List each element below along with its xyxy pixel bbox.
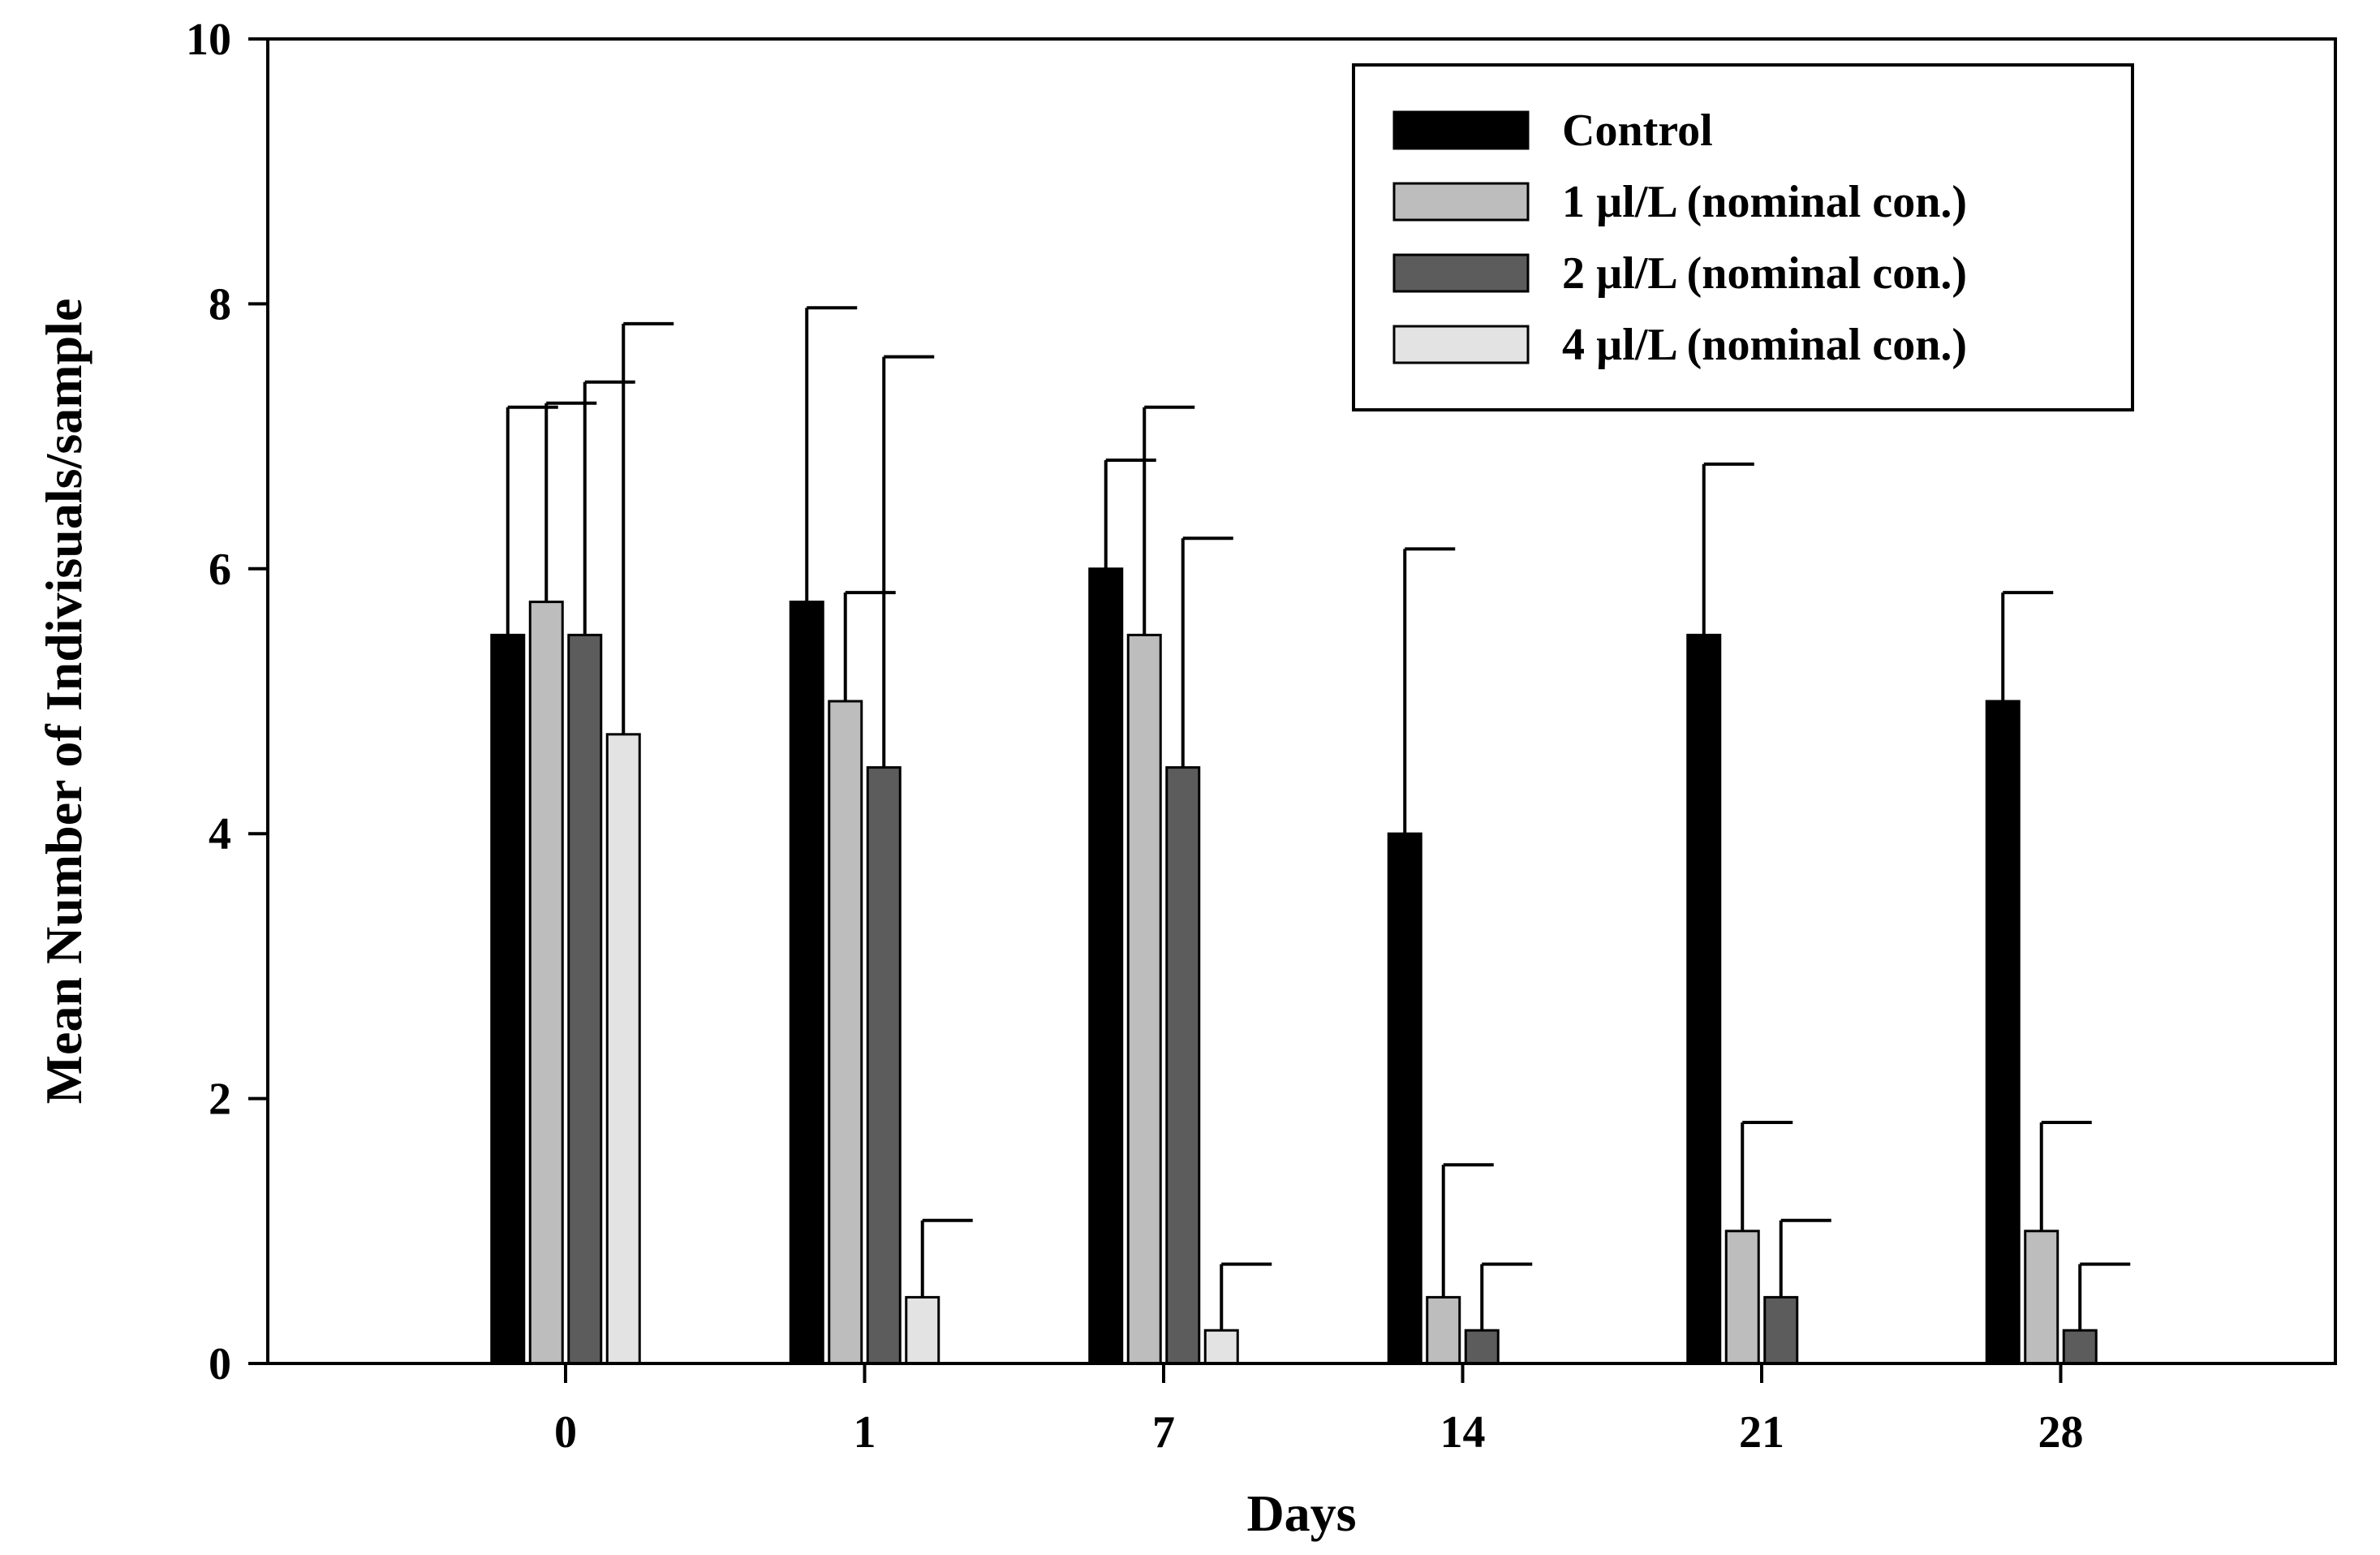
bar-control-day-28 [1985, 700, 2021, 1365]
x-tick-label: 14 [1440, 1407, 1486, 1458]
y-tick-label: 10 [186, 15, 231, 65]
bar-1-day-21 [1724, 1230, 1760, 1365]
y-tick-label: 4 [209, 809, 231, 859]
legend-label: 2 µl/L (nominal con.) [1562, 248, 1967, 299]
y-tick-label: 2 [209, 1075, 231, 1125]
bar-1-day-1 [828, 700, 863, 1365]
y-tick-label: 6 [209, 545, 231, 595]
bar-2-day-1 [866, 766, 902, 1365]
legend-label: 1 µl/L (nominal con.) [1562, 177, 1967, 227]
x-tick-label: 0 [554, 1407, 577, 1458]
legend-swatch [1392, 110, 1530, 150]
axes-layer: 0 1 7 14 21 28 0 2 4 6 8 10 [186, 15, 2337, 1458]
bars-layer [490, 306, 2131, 1365]
legend-label: 4 µl/L (nominal con.) [1562, 320, 1967, 370]
bar-1-day-14 [1426, 1295, 1461, 1365]
legend-swatch [1392, 253, 1530, 293]
x-tick-label: 28 [2038, 1407, 2084, 1458]
bar-1-day-0 [528, 601, 564, 1365]
x-tick-label: 7 [1152, 1407, 1175, 1458]
y-axis-title: Mean Number of Indivisuals/sample [35, 299, 93, 1105]
bar-control-day-1 [789, 601, 824, 1365]
legend: Control 1 µl/L (nominal con.) 2 µl/L (nomi… [1352, 63, 2134, 411]
x-tick-label: 1 [854, 1407, 876, 1458]
bar-control-day-14 [1387, 832, 1422, 1365]
bar-4-day-0 [605, 733, 641, 1365]
bar-4-day-1 [905, 1295, 940, 1365]
bar-2-day-0 [567, 633, 603, 1365]
x-axis-title: Days [1246, 1484, 1356, 1542]
bar-control-day-0 [490, 633, 526, 1365]
legend-swatch [1392, 325, 1530, 364]
bar-2-day-21 [1763, 1295, 1799, 1365]
bar-1-day-7 [1126, 633, 1162, 1365]
plot-frame [266, 37, 2337, 1365]
y-tick-label: 0 [209, 1339, 231, 1389]
x-tick-label: 21 [1739, 1407, 1784, 1458]
bar-control-day-21 [1686, 633, 1722, 1365]
legend-swatch [1392, 182, 1530, 222]
y-tick-label: 8 [209, 279, 231, 330]
legend-label: Control [1562, 106, 1713, 156]
bar-control-day-7 [1088, 567, 1124, 1365]
bar-2-day-28 [2062, 1329, 2098, 1365]
bar-4-day-7 [1203, 1329, 1239, 1365]
bar-2-day-14 [1464, 1329, 1500, 1365]
bar-2-day-7 [1165, 766, 1201, 1365]
bar-1-day-28 [2024, 1230, 2059, 1365]
